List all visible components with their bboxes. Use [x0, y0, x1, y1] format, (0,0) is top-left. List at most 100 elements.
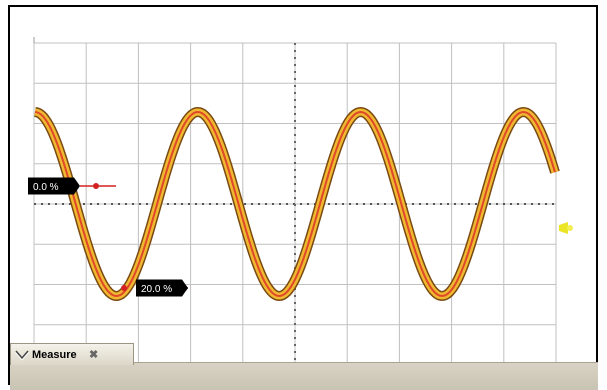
center-tick-dot: [294, 134, 296, 136]
measure-tab-label: Measure: [32, 348, 77, 361]
center-tick-dot: [294, 218, 296, 220]
center-tick-dot: [294, 106, 296, 108]
center-tick-dot: [294, 92, 296, 94]
center-tick-dot: [294, 85, 296, 87]
measure-tab[interactable]: Measure ✖: [10, 343, 134, 365]
center-tick-dot: [294, 183, 296, 185]
center-tick-dot: [294, 344, 296, 346]
level-markers[interactable]: 0.0 % 20.0 %: [28, 177, 188, 297]
center-tick-dot: [139, 203, 141, 205]
center-tick-dot: [90, 203, 92, 205]
marker-label-bg: [28, 177, 80, 195]
center-tick-dot: [294, 127, 296, 129]
center-tick-dot: [294, 155, 296, 157]
chevron-down-icon[interactable]: [15, 349, 29, 361]
center-tick-dot: [294, 113, 296, 115]
center-tick-dot: [433, 203, 435, 205]
center-tick-dot: [294, 246, 296, 248]
center-tick-dot: [294, 71, 296, 73]
center-tick-dot: [294, 64, 296, 66]
center-tick-dot: [294, 295, 296, 297]
center-tick-dot: [69, 203, 71, 205]
center-tick-dot: [294, 78, 296, 80]
center-tick-dot: [34, 203, 36, 205]
center-tick-dot: [335, 203, 337, 205]
center-tick-dot: [552, 203, 554, 205]
center-tick-dot: [294, 162, 296, 164]
center-axis-ticks: [34, 43, 554, 360]
level-marker[interactable]: 20.0 %: [121, 279, 188, 297]
center-tick-dot: [447, 203, 449, 205]
level-marker[interactable]: 0.0 %: [28, 177, 116, 195]
center-tick-dot: [468, 203, 470, 205]
center-tick-dot: [167, 203, 169, 205]
center-tick-dot: [349, 203, 351, 205]
center-tick-dot: [294, 57, 296, 59]
center-tick-dot: [294, 302, 296, 304]
center-tick-dot: [97, 203, 99, 205]
center-tick-dot: [111, 203, 113, 205]
sine-waveform: [32, 107, 560, 301]
center-tick-dot: [384, 203, 386, 205]
close-icon[interactable]: ✖: [89, 349, 99, 361]
center-tick-dot: [294, 316, 296, 318]
trigger-level-marker[interactable]: [559, 222, 573, 234]
center-tick-dot: [538, 203, 540, 205]
marker-point: [121, 285, 127, 291]
center-tick-dot: [294, 358, 296, 360]
center-tick-dot: [174, 203, 176, 205]
center-tick-dot: [294, 197, 296, 199]
center-tick-dot: [294, 253, 296, 255]
center-tick-dot: [294, 50, 296, 52]
center-tick-dot: [286, 203, 288, 205]
center-tick-dot: [294, 351, 296, 353]
center-tick-dot: [118, 203, 120, 205]
center-tick-dot: [294, 239, 296, 241]
center-tick-dot: [517, 203, 519, 205]
center-tick-dot: [475, 203, 477, 205]
oscilloscope-display[interactable]: 0.0 % 20.0 %: [8, 5, 598, 365]
center-tick-dot: [510, 203, 512, 205]
center-tick-dot: [294, 99, 296, 101]
center-tick-dot: [300, 203, 302, 205]
center-tick-dot: [489, 203, 491, 205]
center-tick-dot: [294, 141, 296, 143]
center-tick-dot: [294, 211, 296, 213]
center-tick-dot: [272, 203, 274, 205]
center-tick-dot: [294, 148, 296, 150]
center-tick-dot: [294, 330, 296, 332]
center-tick-dot: [244, 203, 246, 205]
center-tick-dot: [412, 203, 414, 205]
center-tick-dot: [426, 203, 428, 205]
center-tick-dot: [251, 203, 253, 205]
center-tick-dot: [294, 120, 296, 122]
center-tick-dot: [377, 203, 379, 205]
center-tick-dot: [294, 204, 296, 206]
center-tick-dot: [503, 203, 505, 205]
center-tick-dot: [41, 203, 43, 205]
waveform-trace: [34, 110, 556, 298]
marker-label: 20.0 %: [141, 284, 172, 295]
center-tick-dot: [294, 43, 296, 45]
center-tick-dot: [356, 203, 358, 205]
marker-point: [93, 183, 99, 189]
center-tick-dot: [223, 203, 225, 205]
center-tick-dot: [294, 190, 296, 192]
center-tick-dot: [104, 203, 106, 205]
center-tick-dot: [294, 309, 296, 311]
center-tick-dot: [209, 203, 211, 205]
center-tick-dot: [294, 169, 296, 171]
center-tick-dot: [370, 203, 372, 205]
center-tick-dot: [294, 337, 296, 339]
center-tick-dot: [83, 203, 85, 205]
center-tick-dot: [307, 203, 309, 205]
center-tick-dot: [391, 203, 393, 205]
center-tick-dot: [328, 203, 330, 205]
center-tick-dot: [216, 203, 218, 205]
center-tick-dot: [545, 203, 547, 205]
center-tick-dot: [294, 225, 296, 227]
center-tick-dot: [146, 203, 148, 205]
center-tick-dot: [265, 203, 267, 205]
center-tick-dot: [258, 203, 260, 205]
marker-label-bg: [136, 279, 188, 297]
